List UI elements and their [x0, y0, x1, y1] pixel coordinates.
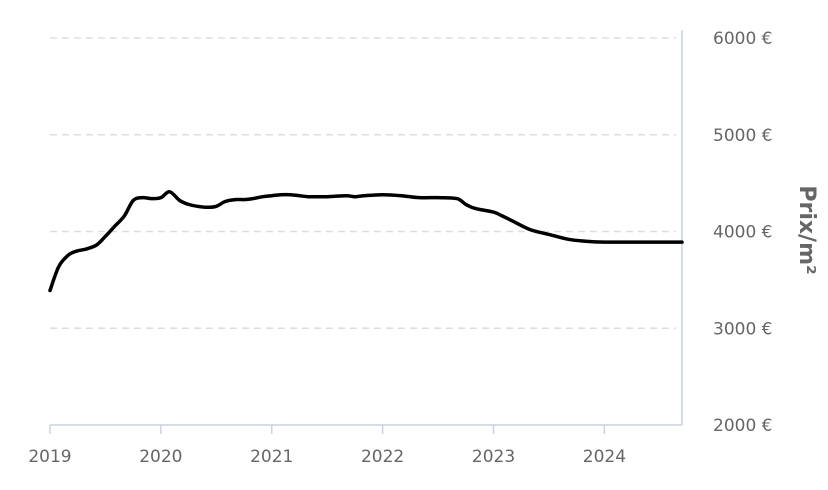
y-tick-label: 3000 € [713, 319, 772, 339]
y-axis-title: Prix/m² [794, 185, 819, 274]
x-tick-label: 2024 [583, 447, 626, 467]
y-tick-label: 5000 € [713, 126, 772, 146]
y-tick-label: 6000 € [713, 29, 772, 49]
y-axis-ticks: 2000 € 3000 € 4000 € 5000 € 6000 € [713, 29, 772, 436]
x-tick-label: 2021 [250, 447, 293, 467]
grid-lines [50, 37, 676, 329]
x-tick-label: 2022 [361, 447, 404, 467]
y-tick-label: 2000 € [713, 416, 772, 436]
x-tick-label: 2020 [139, 447, 182, 467]
x-axis-ticks: 2019 2020 2021 2022 2023 2024 [28, 425, 626, 467]
x-tick-label: 2019 [28, 447, 71, 467]
x-tick-label: 2023 [472, 447, 515, 467]
y-tick-label: 4000 € [713, 223, 772, 243]
price-series-line [48, 190, 684, 293]
